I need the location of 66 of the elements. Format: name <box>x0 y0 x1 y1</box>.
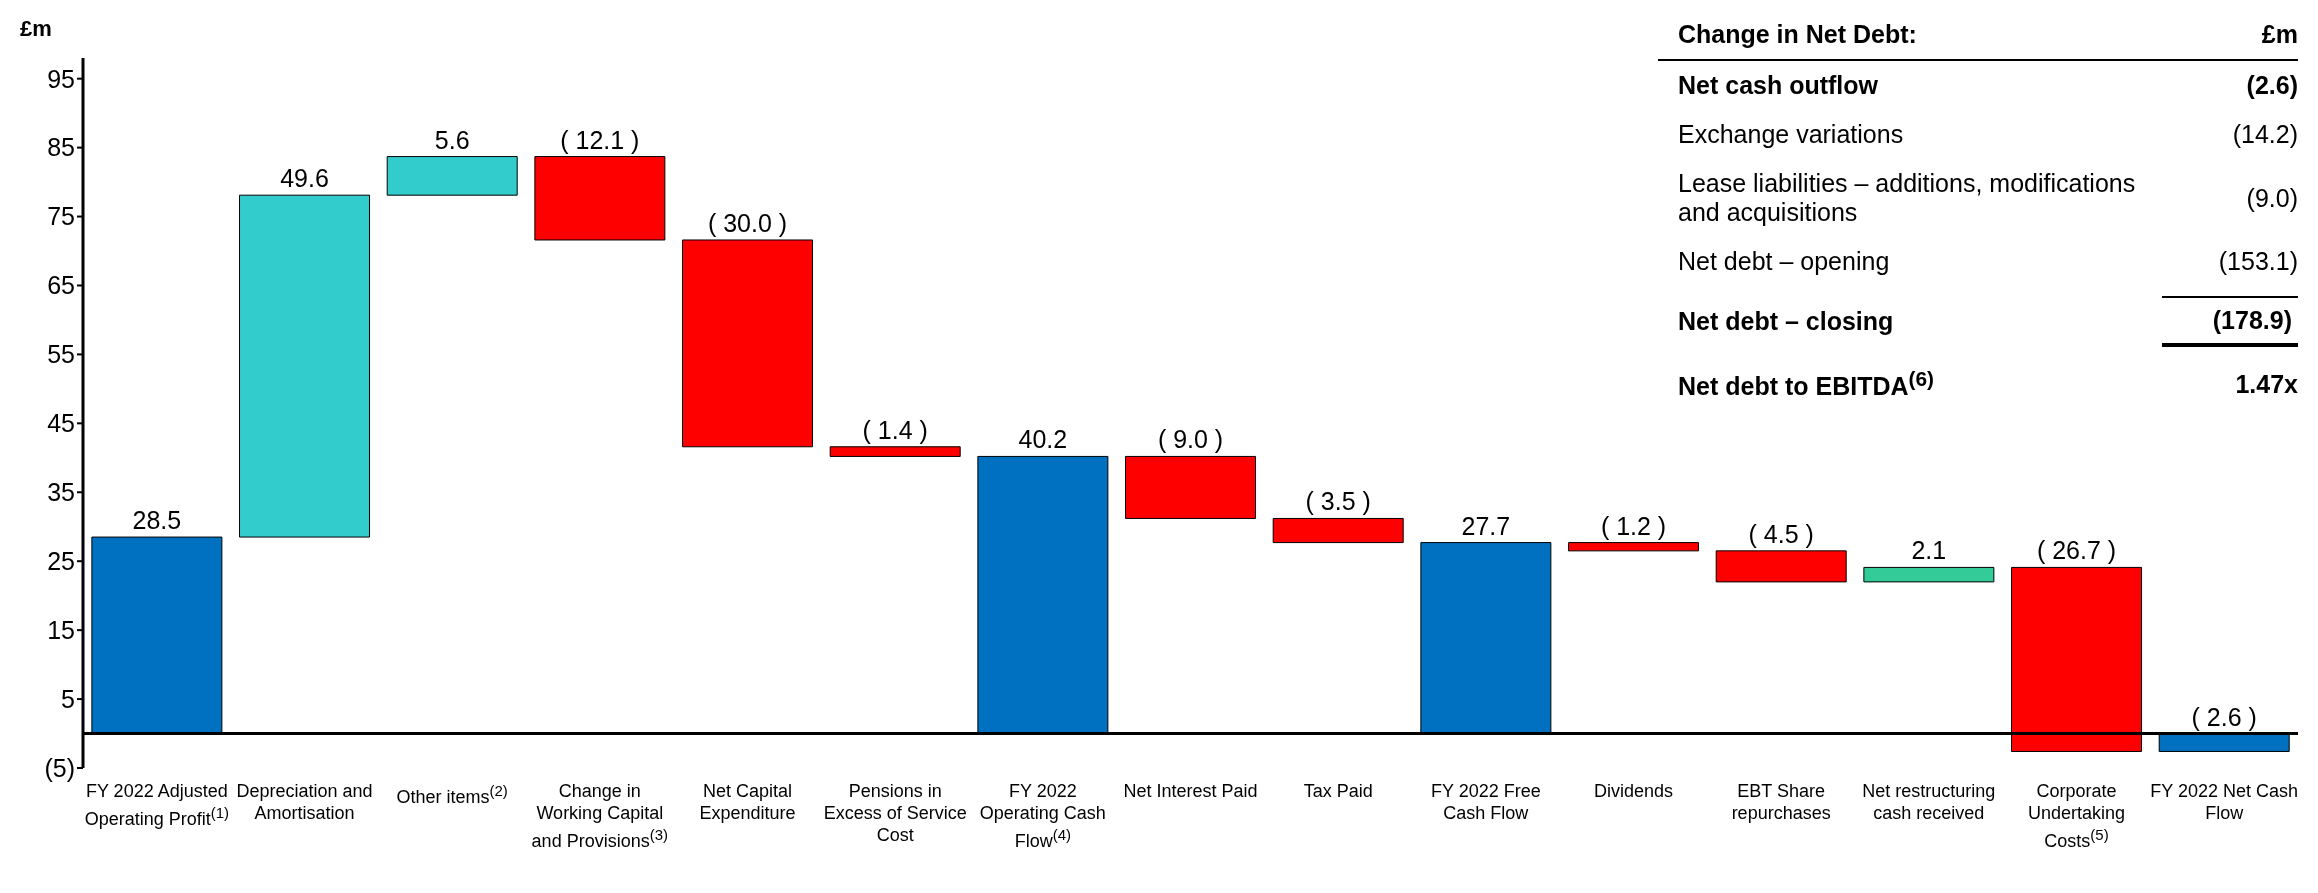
x-tick-label: EBT Share repurchases <box>1730 780 1832 824</box>
x-tick-label: FY 2022 Net Cash Flow <box>2149 780 2300 824</box>
bar <box>386 156 518 196</box>
data-label: 28.5 <box>132 506 182 535</box>
bar <box>1125 455 1257 519</box>
y-tick-label: 65 <box>47 271 75 300</box>
data-label: ( 9.0 ) <box>1157 425 1224 454</box>
bar <box>1272 517 1404 544</box>
x-tick-label: FY 2022 Free Cash Flow <box>1429 780 1542 824</box>
y-tick-label: 15 <box>47 616 75 645</box>
annotation: (178.9) <box>2212 306 2292 334</box>
x-tick-label: FY 2022 Adjusted Operating Profit$^{(1)}$ <box>83 780 231 830</box>
text: Change in Net Debt: <box>1678 20 1917 48</box>
data-label: ( 4.5 ) <box>1748 519 1814 548</box>
annotation: 1.47x <box>2235 369 2298 398</box>
text: £m <box>2261 20 2298 48</box>
y-tick-label: (5) <box>44 753 75 782</box>
data-label: ( 2.6 ) <box>2191 702 2257 731</box>
data-label: ( 3.5 ) <box>1305 487 1371 516</box>
annotation: (153.1) <box>2218 247 2298 275</box>
bar <box>1863 566 1995 583</box>
x-tick-label: Net Capital Expenditure <box>698 780 797 824</box>
y-tick-label: 85 <box>47 133 75 162</box>
x-tick-label: Tax Paid <box>1302 780 1374 802</box>
bar <box>682 239 814 448</box>
data-label: ( 1.2 ) <box>1600 511 1667 540</box>
data-label: ( 1.4 ) <box>862 415 928 444</box>
y-tick-label: 45 <box>47 409 75 438</box>
annotation: Net debt to EBITDA$^{(6)}$ <box>1678 367 1935 401</box>
y-tick-label: 25 <box>47 547 75 576</box>
x-tick-label: Net restructuring cash received <box>1861 780 1997 824</box>
y-tick-label: 35 <box>47 478 75 507</box>
annotation: Net debt – closing <box>1678 307 1894 335</box>
y-axis-title: £m <box>20 16 52 41</box>
annotation: Net cash outflow <box>1678 71 1879 99</box>
y-tick-label: 95 <box>47 64 75 93</box>
bar <box>239 194 371 538</box>
bar <box>534 156 666 241</box>
x-tick-label: Depreciation and Amortisation <box>235 780 374 824</box>
data-label: 5.6 <box>434 125 470 154</box>
annotation: Lease liabilities – additions, modifications and acquisitions <box>1678 169 2136 226</box>
annotation: Exchange variations <box>1678 120 1904 148</box>
data-label: 40.2 <box>1018 425 1068 454</box>
annotation: (9.0) <box>2246 183 2298 212</box>
y-tick-label: 75 <box>47 202 75 231</box>
data-label: ( 12.1 ) <box>560 125 640 154</box>
bar <box>829 446 961 457</box>
annotation: (14.2) <box>2232 120 2298 148</box>
x-tick-label: Change in Working Capital and Provisions$^{(3)}$ <box>530 780 670 852</box>
x-tick-label: Pensions in Excess of Service Cost <box>822 780 968 846</box>
data-label: 27.7 <box>1461 511 1511 540</box>
data-label: 2.1 <box>1911 536 1947 565</box>
y-tick-label: 55 <box>47 340 75 369</box>
x-tick-label: Dividends <box>1592 780 1674 802</box>
x-tick-label: Net Interest Paid <box>1122 780 1259 802</box>
annotation: (2.6) <box>2246 71 2298 99</box>
x-tick-label: Corporate Undertaking Costs$^{(5)}$ <box>2026 780 2127 852</box>
x-tick-label: FY 2022 Operating Cash Flow$^{(4)}$ <box>978 780 1107 852</box>
annotation: Net debt – opening <box>1678 247 1890 275</box>
bar <box>1715 550 1847 583</box>
data-label: ( 30.0 ) <box>707 208 788 237</box>
x-tick-label: Other items$^{(2)}$ <box>395 781 509 808</box>
data-label: ( 26.7 ) <box>2036 536 2117 565</box>
bar <box>1568 542 1700 552</box>
data-label: 49.6 <box>280 164 329 193</box>
y-tick-label: 5 <box>61 684 75 713</box>
